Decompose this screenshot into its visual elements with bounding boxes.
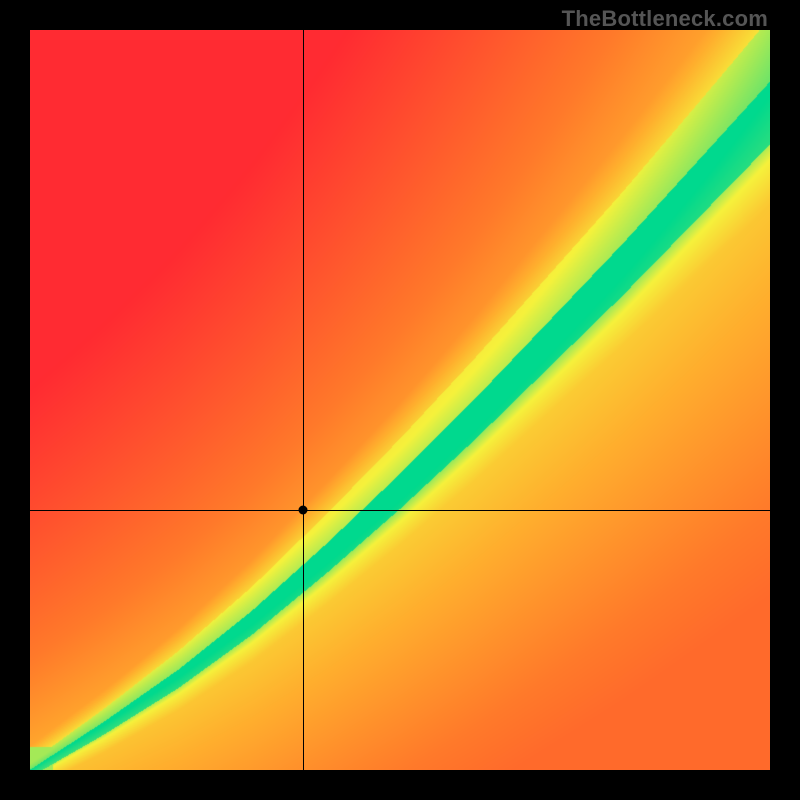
crosshair-vertical (303, 30, 304, 770)
crosshair-horizontal (30, 510, 770, 511)
marker-dot (299, 506, 308, 515)
watermark-text: TheBottleneck.com (562, 6, 768, 32)
bottleneck-heatmap-canvas (30, 30, 770, 770)
plot-area (30, 30, 770, 770)
